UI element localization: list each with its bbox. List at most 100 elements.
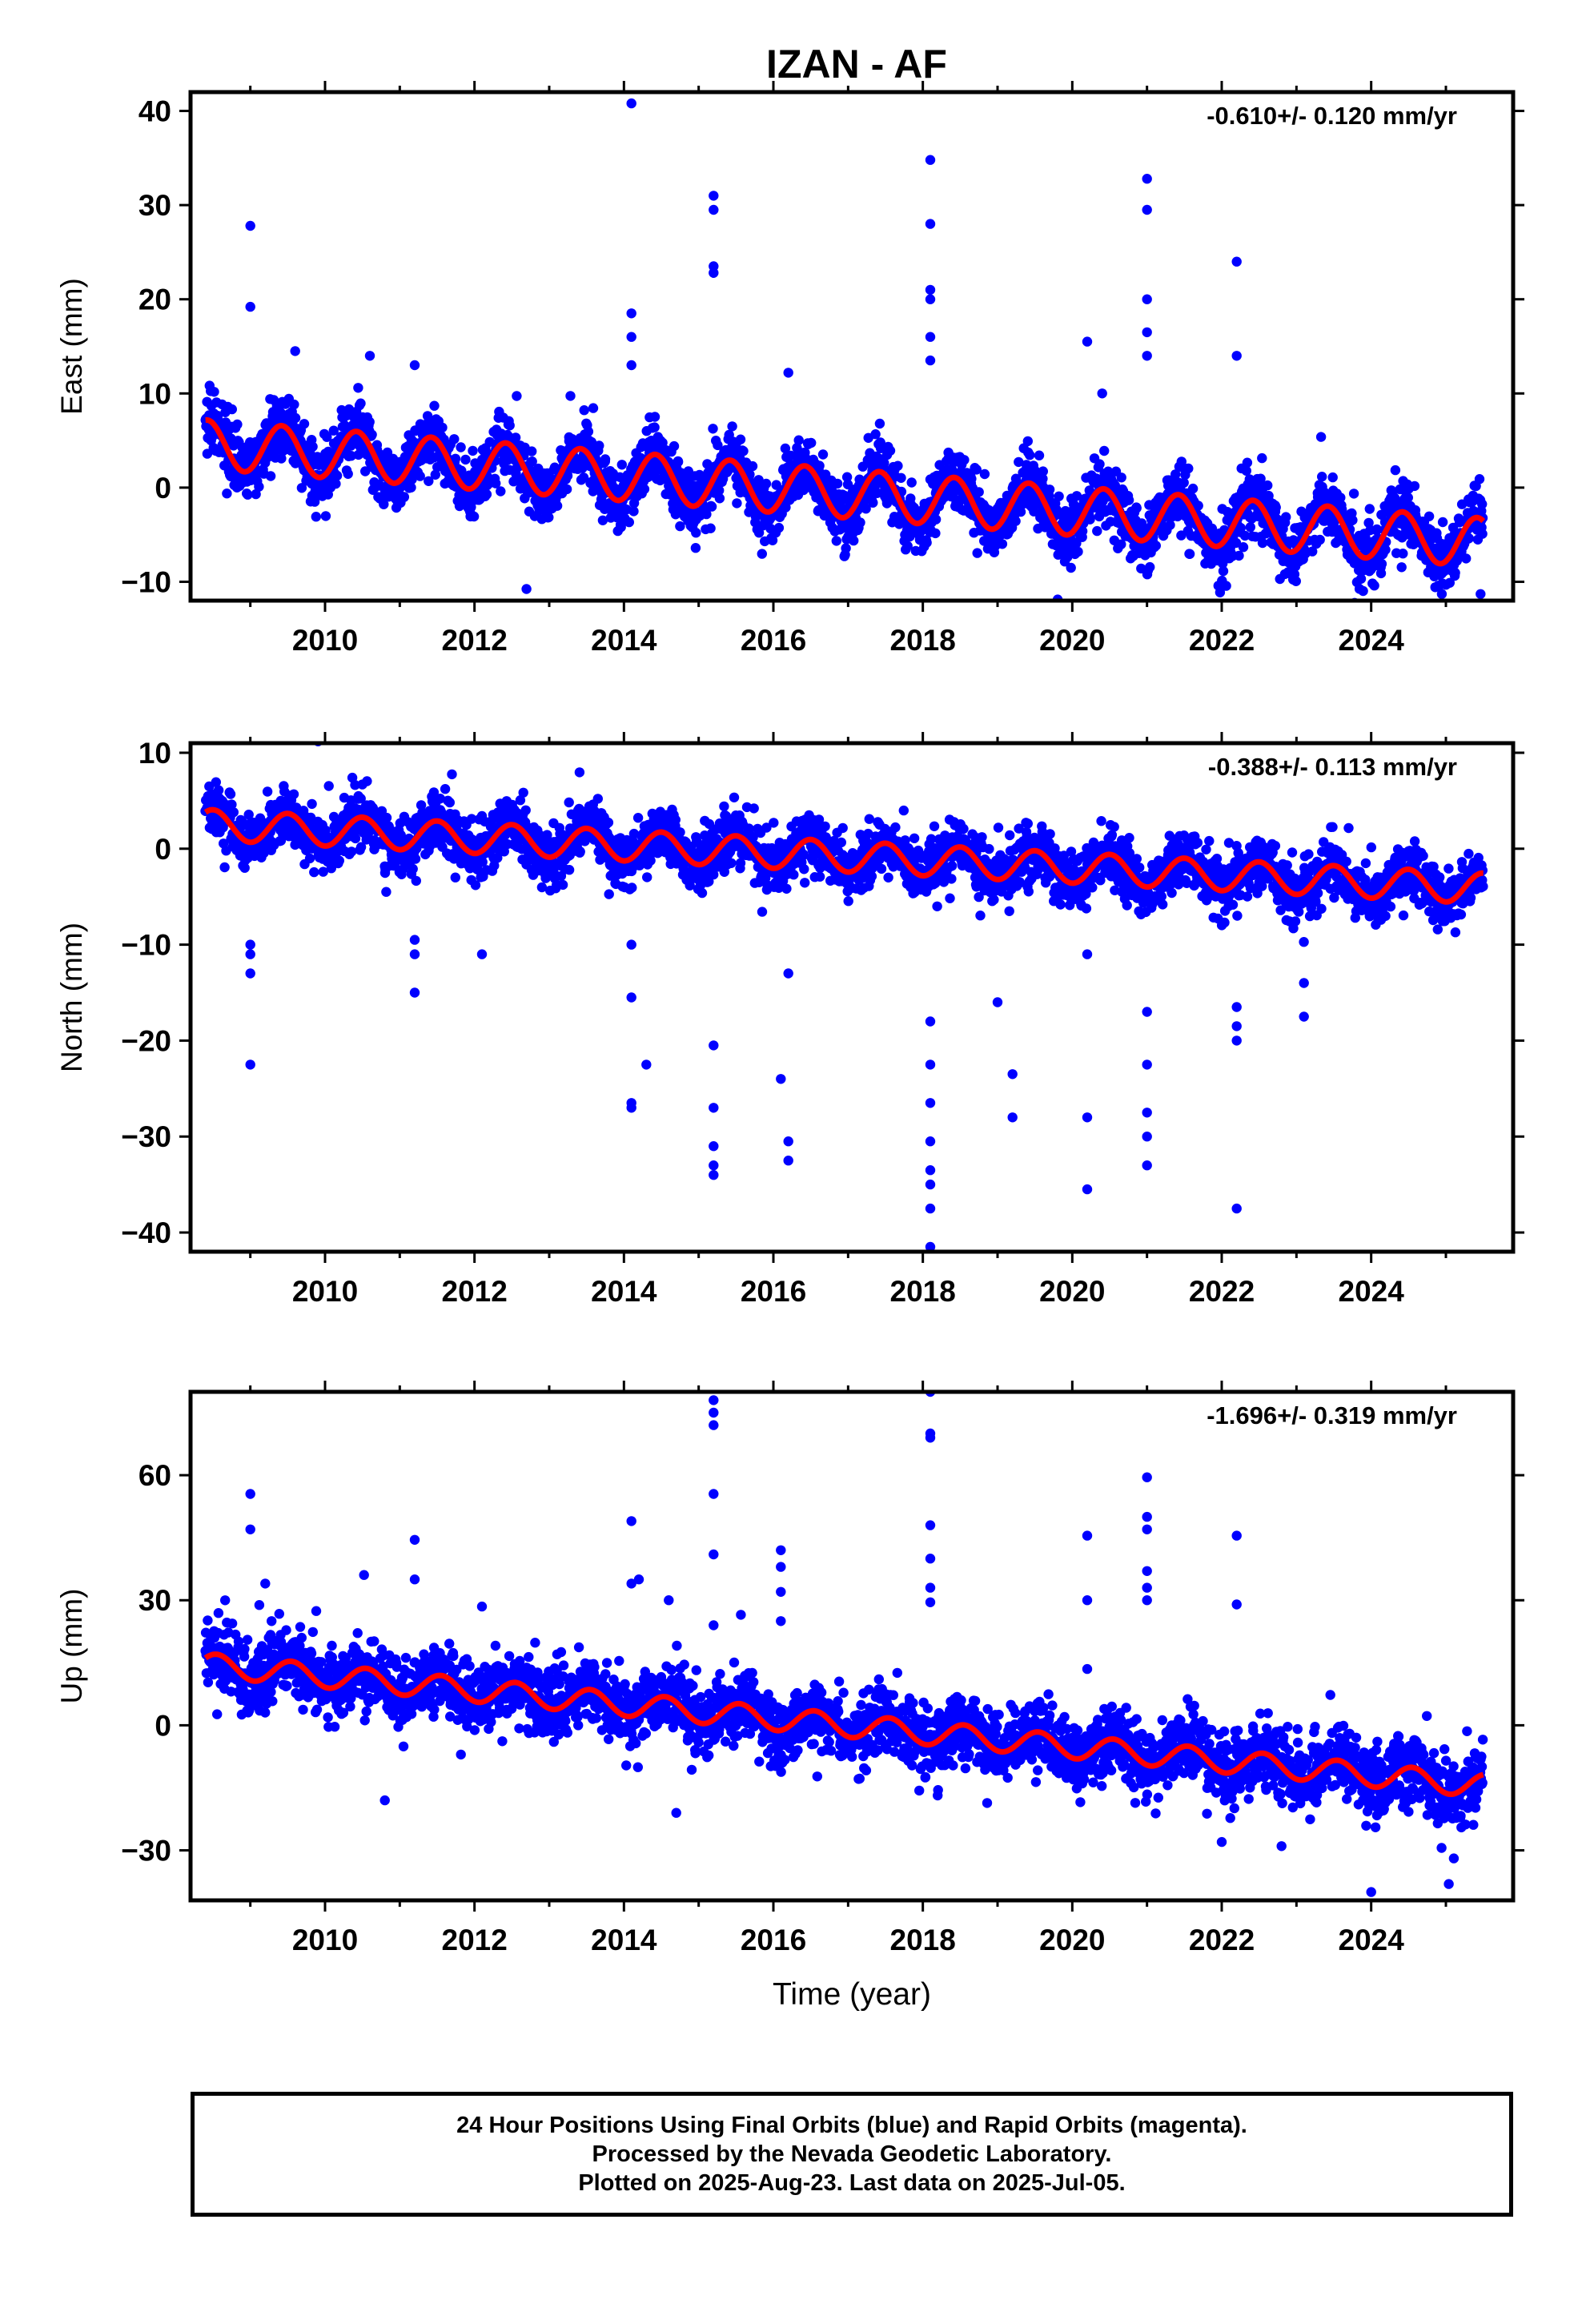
east-data-point xyxy=(1436,589,1447,599)
east-y-tick-label: 20 xyxy=(139,283,171,316)
east-data-point xyxy=(767,535,778,545)
east-data-point xyxy=(429,400,440,411)
east-data-point xyxy=(616,460,627,470)
east-data-point xyxy=(328,425,339,436)
east-data-point xyxy=(353,383,363,393)
east-panel: 2010 2012 2014 2016 2018 2020 2022 2024−1001020… xyxy=(55,81,1524,657)
east-data-point xyxy=(691,528,701,538)
east-data-point xyxy=(1403,493,1414,503)
north-data-point xyxy=(520,805,531,815)
east-data-point xyxy=(1170,469,1181,480)
east-data-point xyxy=(311,512,321,522)
east-data-point xyxy=(346,451,356,461)
east-data-point xyxy=(921,537,932,548)
east-data-point xyxy=(209,387,219,397)
east-data-point xyxy=(364,416,375,428)
east-data-point xyxy=(583,426,594,437)
east-data-point xyxy=(1044,485,1055,495)
east-data-point xyxy=(1390,464,1401,476)
east-data-point xyxy=(639,484,650,494)
east-plot-frame xyxy=(188,90,1516,603)
east-data-point xyxy=(1255,473,1266,484)
north-data-point xyxy=(603,817,614,828)
east-data-point xyxy=(504,420,515,431)
east-x-tick-label: 2024 xyxy=(1339,624,1405,657)
east-data-point xyxy=(1450,568,1460,578)
east-data-point xyxy=(972,548,982,558)
north-data-point xyxy=(435,794,445,804)
east-data-point xyxy=(780,443,791,454)
east-data-point xyxy=(1193,501,1203,511)
north-data-point xyxy=(228,807,239,818)
east-data-point xyxy=(1054,491,1064,501)
east-data-point xyxy=(649,412,661,422)
east-data-point xyxy=(861,504,871,514)
east-outlier-point xyxy=(1142,174,1152,184)
north-data-point xyxy=(227,799,237,810)
north-data-point xyxy=(350,833,361,844)
east-data-point xyxy=(1257,537,1268,549)
east-data-point xyxy=(708,424,718,434)
east-outlier-point xyxy=(925,155,936,165)
north-data-point xyxy=(309,866,319,878)
east-outlier-point xyxy=(925,332,936,342)
east-outlier-point xyxy=(709,204,719,215)
north-data-point xyxy=(670,814,681,825)
east-data-point xyxy=(1116,472,1126,483)
north-data-point xyxy=(239,862,250,873)
north-data-point xyxy=(334,855,344,866)
east-data-point xyxy=(1071,491,1082,501)
east-data-point xyxy=(1184,549,1195,559)
north-data-point xyxy=(350,780,360,790)
east-data-point xyxy=(616,522,626,533)
east-data-point xyxy=(1235,523,1247,533)
east-outlier-point xyxy=(925,219,936,229)
north-data-point xyxy=(262,786,273,797)
east-data-point xyxy=(594,440,604,451)
north-data-point xyxy=(416,800,427,810)
north-data-point xyxy=(411,875,421,887)
north-data-point xyxy=(346,846,357,857)
east-data-point xyxy=(959,455,970,465)
east-outlier-point xyxy=(1231,351,1242,361)
east-data-point xyxy=(468,511,480,522)
east-data-point xyxy=(1038,473,1048,484)
east-data-point xyxy=(379,499,389,509)
east-data-point xyxy=(491,478,501,489)
east-data-point xyxy=(450,453,461,464)
north-data-point xyxy=(729,792,740,802)
east-x-tick-label: 2022 xyxy=(1189,624,1255,657)
east-data-point xyxy=(299,419,310,429)
chart-title: IZAN - AF xyxy=(766,42,947,86)
east-data-point xyxy=(1396,562,1407,573)
east-x-tick-label: 2016 xyxy=(741,624,806,657)
east-data-point xyxy=(628,506,639,517)
east-data-point xyxy=(1477,529,1488,539)
east-outlier-point xyxy=(709,267,719,278)
east-data-point xyxy=(806,437,817,448)
east-data-point xyxy=(874,418,885,429)
east-data-point xyxy=(814,460,825,471)
north-data-point xyxy=(719,801,729,812)
east-data-point xyxy=(232,419,243,430)
north-data-point xyxy=(592,794,603,804)
east-data-point xyxy=(251,489,261,500)
east-data-point xyxy=(430,469,440,480)
east-data-point xyxy=(1476,589,1486,599)
north-data-point xyxy=(304,853,315,864)
east-data-point xyxy=(870,429,881,440)
east-data-point xyxy=(738,446,749,456)
east-data-point xyxy=(1464,533,1475,544)
east-data-point xyxy=(1238,542,1249,553)
north-data-point xyxy=(749,803,759,814)
east-x-tick-label: 2014 xyxy=(591,624,657,657)
north-data-point xyxy=(627,883,637,893)
east-data-point xyxy=(747,460,758,472)
east-data-point xyxy=(714,493,725,504)
east-data-point xyxy=(690,543,701,553)
east-data-point xyxy=(466,502,476,513)
north-data-points xyxy=(200,743,1488,1252)
east-outlier-point xyxy=(290,346,300,356)
east-data-point xyxy=(1085,514,1095,525)
